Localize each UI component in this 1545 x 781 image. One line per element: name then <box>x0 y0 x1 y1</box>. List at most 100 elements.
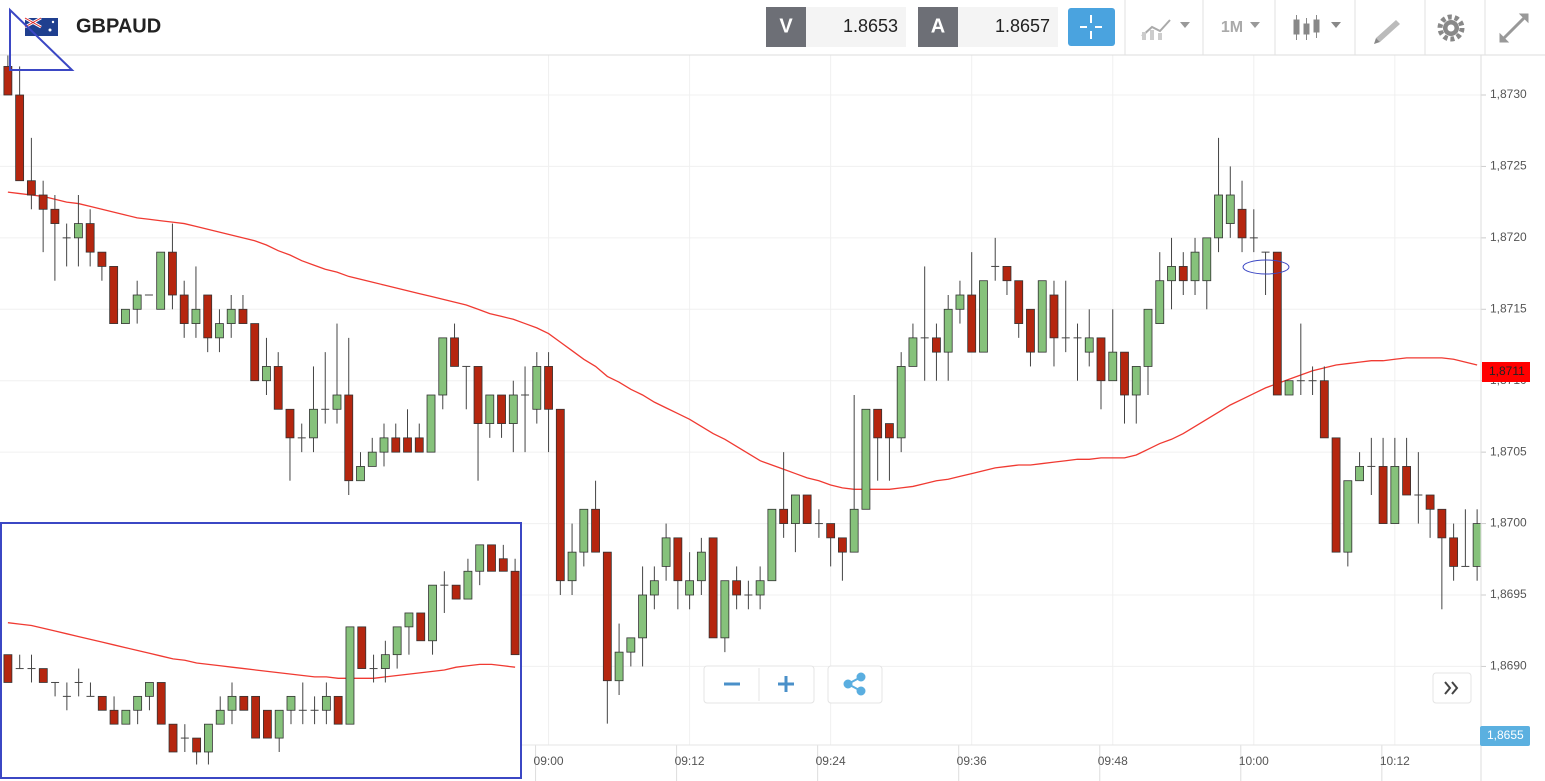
symbol: GBPAUD <box>76 15 161 37</box>
candle-body <box>262 366 271 382</box>
candle-body <box>732 580 742 596</box>
candle-body <box>238 308 248 324</box>
candle-body <box>156 251 166 310</box>
y-tick-label: 1,8725 <box>1490 159 1527 173</box>
x-tick-label: 09:24 <box>816 754 846 768</box>
candle-body <box>26 180 36 196</box>
x-tick-label: 10:00 <box>1239 754 1269 768</box>
candle-body <box>567 551 577 582</box>
candle-body <box>1472 523 1482 567</box>
candle-body <box>145 682 154 697</box>
x-tick-label: 09:00 <box>534 754 564 768</box>
timeframe[interactable]: 1M <box>1221 19 1243 36</box>
candle-body <box>1378 466 1388 524</box>
x-tick-label: 09:36 <box>957 754 987 768</box>
x-tick-label: 10:12 <box>1380 754 1410 768</box>
candle-body <box>1343 480 1353 553</box>
candle-body <box>179 294 189 324</box>
inset-frame <box>0 522 522 779</box>
candle-type-button[interactable] <box>1293 15 1341 40</box>
drawing-tool-button[interactable] <box>1374 20 1400 44</box>
candle-body <box>428 584 437 642</box>
candle-body <box>1096 337 1106 382</box>
candle-body <box>602 551 612 682</box>
candle-body <box>767 508 777 582</box>
candle-body <box>1178 266 1188 282</box>
buy-button[interactable] <box>918 7 958 47</box>
candle-body <box>215 709 225 725</box>
candle-body <box>1214 194 1223 239</box>
candle-body <box>1402 466 1411 496</box>
candle-body <box>251 695 261 739</box>
candle-body <box>309 408 318 439</box>
candle-body <box>321 695 331 711</box>
candle-body <box>873 408 883 439</box>
candle-body <box>168 251 177 296</box>
fullscreen-button[interactable] <box>1499 13 1529 43</box>
candle-body <box>3 66 13 96</box>
chevron <box>1444 681 1452 695</box>
candle-body <box>345 626 355 725</box>
candle-body <box>203 294 213 339</box>
candle-body <box>226 308 236 324</box>
timeframe-caret <box>1250 22 1260 28</box>
candle-body <box>274 709 284 739</box>
candle-body <box>1002 266 1012 282</box>
candle-body <box>473 366 483 424</box>
candle-body <box>673 537 683 582</box>
candle-body <box>15 94 25 182</box>
crosshair-button[interactable] <box>1068 8 1115 46</box>
candle-body <box>333 695 343 725</box>
candle-body <box>755 580 765 596</box>
inset-chart <box>0 522 522 779</box>
candle-body <box>826 523 836 539</box>
candle-body <box>685 580 695 596</box>
candle-body <box>414 437 424 453</box>
candle-body <box>204 723 213 753</box>
candle-body <box>979 280 988 353</box>
candle-body <box>109 709 119 725</box>
crosshair-icon <box>1080 15 1102 39</box>
candle-body <box>192 737 202 753</box>
scroll-end-button[interactable] <box>1432 672 1472 704</box>
candle-body <box>1437 508 1447 539</box>
candle-body <box>896 366 906 439</box>
candle-body <box>1284 380 1294 396</box>
candle-body <box>97 695 107 711</box>
candle-body <box>227 695 237 711</box>
candle-body <box>273 366 283 410</box>
candle-body <box>626 637 636 653</box>
share-button[interactable] <box>827 665 883 704</box>
candle-body <box>1155 280 1165 324</box>
candle-body <box>591 508 600 553</box>
toolbar-separators <box>1124 0 1486 55</box>
candle-body <box>861 408 871 510</box>
candle-body <box>1272 251 1282 396</box>
chevron <box>1451 681 1459 695</box>
candle-body <box>50 208 60 224</box>
candle-body <box>579 508 589 553</box>
candle-body <box>403 437 412 453</box>
sell-button[interactable] <box>766 7 806 47</box>
candle-body <box>1225 194 1235 224</box>
candle-body <box>1084 337 1094 353</box>
candle-body <box>802 494 812 524</box>
candle-body <box>838 537 847 553</box>
moving-average <box>7 622 516 679</box>
candle-body <box>1190 251 1200 282</box>
candle-body <box>451 584 461 600</box>
chart-type-button[interactable] <box>1141 19 1190 40</box>
candle-body <box>967 294 977 353</box>
candle-body <box>191 308 201 324</box>
candle-body <box>849 508 859 553</box>
candle-body <box>109 266 119 324</box>
candle-body <box>285 408 295 439</box>
candle-body <box>215 323 224 339</box>
candle-body <box>426 394 436 453</box>
candle-body <box>344 394 354 482</box>
candle-body <box>720 580 730 639</box>
candle-body <box>1026 308 1035 353</box>
settings-button[interactable] <box>1437 14 1465 42</box>
candle-body <box>133 695 143 711</box>
